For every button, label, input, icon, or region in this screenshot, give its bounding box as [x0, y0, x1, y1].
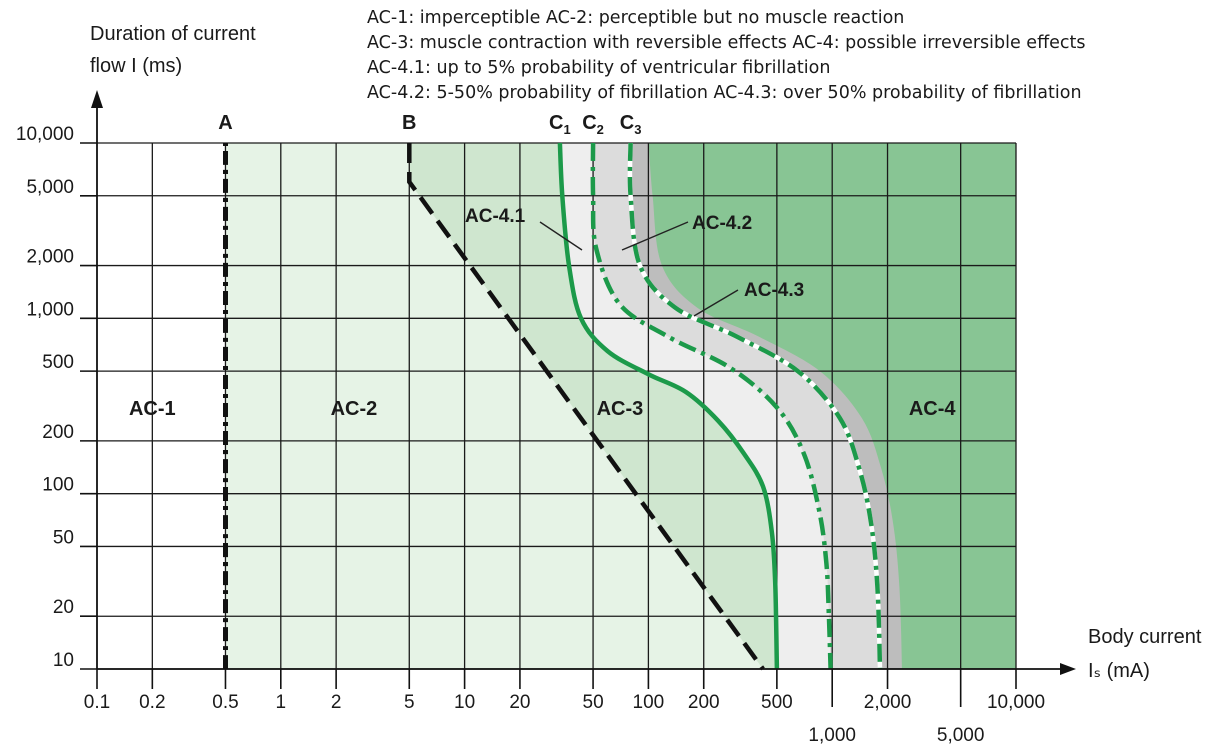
grid-lines	[97, 142, 1017, 670]
y-axis-title-line1: Duration of current	[90, 23, 256, 45]
y-axis-arrow-icon	[91, 90, 103, 108]
annotation-label: AC-4.3	[744, 280, 804, 301]
x-tick-label: 1,000	[808, 725, 856, 745]
y-tick-label: 10,000	[16, 124, 74, 145]
curve-label: C2	[582, 112, 604, 137]
y-tick-label: 20	[53, 597, 74, 618]
curve-label-subscript: 3	[634, 122, 641, 137]
y-axis-title: Duration of current flow I (ms)	[90, 18, 256, 82]
x-tick-label: 2,000	[864, 692, 912, 713]
y-tick-label: 500	[42, 352, 74, 373]
x-tick-label: 0.2	[139, 692, 165, 713]
x-axis-arrow-icon	[1060, 663, 1076, 675]
y-tick-label: 50	[53, 527, 74, 548]
curve-B	[407, 143, 765, 671]
legend-notes: AC-1: imperceptible AC-2: perceptible bu…	[367, 6, 1086, 106]
curve-label: B	[402, 112, 416, 134]
x-tick-label: 0.5	[212, 692, 238, 713]
x-axis-title-line1: Body current	[1088, 626, 1202, 648]
x-tick-label: 500	[761, 692, 793, 713]
annotation-label: AC-4.2	[692, 213, 752, 234]
note-line-4: AC-4.2: 5-50% probability of fibrillatio…	[367, 83, 1082, 103]
x-tick-label: 5,000	[937, 725, 985, 745]
curve-label: C3	[620, 112, 642, 137]
curve-label: A	[218, 112, 232, 134]
note-line-1: AC-1: imperceptible AC-2: perceptible bu…	[367, 8, 905, 28]
zone-label: AC-1	[129, 398, 176, 420]
x-tick-label: 2	[331, 692, 342, 713]
chart-labels: AC-1 AC-2 AC-3 AC-4 A B C1 C2 C3 AC-4.1 AC-4.2 AC-4…	[129, 112, 956, 420]
y-tick-label: 200	[42, 422, 74, 443]
note-line-3: AC-4.1: up to 5% probability of ventricu…	[367, 58, 831, 78]
x-axis-title-line2: Iₛ (mA)	[1088, 660, 1150, 682]
x-tick-label: 1	[276, 692, 287, 713]
annotation-leader	[693, 289, 739, 317]
curve-C3	[627, 142, 883, 670]
zone-fills	[225, 143, 1016, 669]
curve-label-subscript: 1	[564, 122, 571, 137]
y-axis-title-line2: flow I (ms)	[90, 55, 183, 77]
y-tick-label: 5,000	[26, 177, 74, 198]
x-tick-label: 200	[688, 692, 720, 713]
x-tick-label: 50	[583, 692, 604, 713]
curve-C1	[557, 142, 780, 670]
x-tick-label: 0.1	[84, 692, 110, 713]
curve-label-subscript: 2	[597, 122, 604, 137]
annotation-leader	[539, 221, 583, 251]
annotation-leader	[621, 221, 689, 251]
zone-label: AC-3	[597, 398, 644, 420]
curves	[222, 142, 883, 671]
note-line-2: AC-3: muscle contraction with reversible…	[367, 33, 1086, 53]
y-tick-label: 1,000	[26, 299, 74, 320]
x-tick-label: 100	[633, 692, 665, 713]
x-tick-label: 10	[454, 692, 475, 713]
zone-ac4-fill	[648, 143, 1016, 669]
y-tick-label: 100	[42, 475, 74, 496]
zone-label: AC-2	[331, 398, 378, 420]
curve-C2	[590, 142, 833, 670]
annotation-label: AC-4.1	[465, 206, 526, 227]
curve-label: C1	[549, 112, 571, 137]
x-tick-label: 20	[509, 692, 530, 713]
x-tick-label: 5	[404, 692, 415, 713]
x-tick-label: 10,000	[987, 692, 1045, 713]
zone-label: AC-4	[909, 398, 957, 420]
y-tick-label: 10	[53, 650, 74, 671]
y-tick-label: 2,000	[26, 247, 74, 268]
